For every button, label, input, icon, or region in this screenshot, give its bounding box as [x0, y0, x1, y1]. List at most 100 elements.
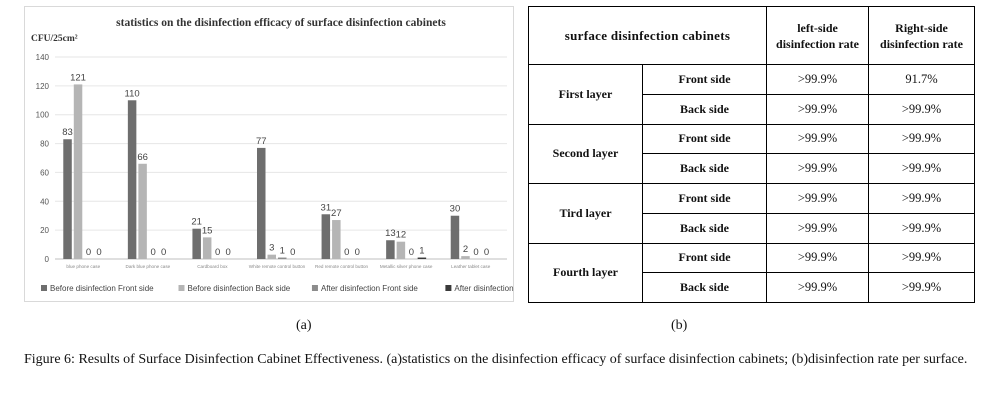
y-tick-label: 40 — [40, 197, 49, 206]
bar — [257, 147, 266, 259]
bar — [417, 257, 427, 259]
header-left-side-rate: left-side disinfection rate — [766, 6, 870, 65]
bar — [450, 215, 460, 259]
data-label: 0 — [484, 247, 489, 258]
bar — [73, 84, 83, 260]
layer-label: Tird layer — [528, 183, 643, 244]
layer-label: First layer — [528, 64, 643, 125]
data-label: 66 — [137, 152, 148, 163]
side-label: Back side — [641, 212, 768, 244]
data-label: 0 — [96, 247, 101, 258]
caption-a: (a) — [296, 318, 312, 333]
side-label: Back side — [641, 93, 768, 125]
data-label: 1 — [419, 246, 424, 257]
bar — [138, 163, 147, 259]
side-label: Back side — [641, 153, 768, 184]
data-label: 15 — [202, 225, 213, 236]
data-label: 1 — [280, 246, 285, 257]
x-tick-label: White remote control button — [249, 264, 306, 269]
figure-caption: Figure 6: Results of Surface Disinfectio… — [24, 352, 968, 367]
y-tick-label: 120 — [36, 82, 50, 91]
right-rate-cell: >99.9% — [868, 123, 976, 155]
side-label: Front side — [641, 183, 768, 214]
left-rate-cell: >99.9% — [766, 272, 870, 303]
data-label: 83 — [62, 127, 73, 138]
data-label: 0 — [473, 247, 478, 258]
y-tick-label: 20 — [40, 226, 49, 235]
bar — [267, 254, 276, 259]
data-label: 121 — [70, 72, 86, 83]
y-tick-label: 80 — [40, 140, 49, 149]
data-label: 0 — [344, 247, 349, 258]
left-rate-cell: >99.9% — [766, 212, 870, 244]
data-label: 12 — [396, 230, 407, 241]
x-tick-label: Dark blue phone case — [126, 264, 171, 269]
data-label: 0 — [161, 247, 166, 258]
bar — [461, 256, 470, 259]
left-rate-cell: >99.9% — [766, 153, 870, 184]
bar — [127, 100, 137, 260]
disinfection-rate-table: surface disinfection cabinets left-side … — [527, 6, 976, 304]
data-label: 27 — [331, 208, 342, 219]
side-label: Back side — [641, 272, 768, 303]
side-label: Front side — [641, 242, 768, 274]
data-label: 110 — [125, 88, 140, 99]
x-tick-label: Red remote control button — [315, 264, 369, 269]
side-label: Front side — [641, 64, 768, 95]
y-tick-label: 140 — [36, 53, 50, 62]
right-rate-cell: >99.9% — [868, 93, 976, 125]
legend-swatch — [311, 285, 318, 291]
data-label: 30 — [450, 204, 461, 215]
right-rate-cell: >99.9% — [868, 272, 976, 303]
x-tick-label: blue phone case — [66, 264, 100, 269]
y-axis-unit-label: CFU/25cm² — [31, 34, 78, 44]
legend-swatch — [445, 285, 452, 291]
x-tick-label: Cardboard box — [197, 264, 228, 269]
bar — [278, 257, 287, 259]
data-label: 0 — [226, 247, 231, 258]
legend-label: Before disinfection Front side — [50, 284, 154, 293]
right-rate-cell: 91.7% — [868, 64, 976, 95]
right-rate-cell: >99.9% — [868, 153, 976, 184]
x-tick-label: Leather tablet case — [451, 264, 491, 269]
data-label: 77 — [256, 136, 267, 147]
left-rate-cell: >99.9% — [766, 183, 870, 214]
side-label: Front side — [641, 123, 768, 155]
header-right-side-rate: Right-side disinfection rate — [868, 6, 976, 65]
y-tick-label: 60 — [40, 168, 49, 177]
bar — [332, 220, 341, 259]
left-rate-cell: >99.9% — [766, 123, 870, 155]
data-label: 0 — [409, 247, 414, 258]
data-label: 0 — [86, 247, 91, 258]
layer-label: Second layer — [528, 123, 643, 184]
caption-b: (b) — [671, 318, 688, 333]
x-tick-label: Metallic silver phone case — [380, 264, 433, 269]
data-label: 2 — [463, 244, 468, 255]
bar — [321, 214, 331, 259]
data-label: 21 — [191, 217, 202, 228]
legend-label: After disinfection Front side — [321, 284, 418, 293]
layer-label: Fourth layer — [528, 242, 643, 303]
y-tick-label: 100 — [36, 111, 50, 120]
legend-label: After disinfection Back side — [454, 284, 515, 293]
data-label: 0 — [355, 247, 360, 258]
legend-swatch — [41, 285, 47, 291]
bar — [386, 240, 395, 259]
bar — [63, 139, 72, 259]
data-label: 13 — [385, 228, 396, 239]
bar-chart: statistics on the disinfection efficacy … — [31, 17, 515, 293]
bar — [396, 241, 406, 259]
bar — [192, 228, 201, 259]
left-rate-cell: >99.9% — [766, 93, 870, 125]
left-rate-cell: >99.9% — [766, 242, 870, 274]
right-rate-cell: >99.9% — [868, 242, 976, 274]
bar — [202, 237, 212, 259]
y-tick-label: 0 — [45, 255, 50, 264]
right-rate-cell: >99.9% — [868, 212, 976, 244]
legend-label: Before disinfection Back side — [188, 284, 291, 293]
chart-title: statistics on the disinfection efficacy … — [116, 17, 446, 29]
data-label: 31 — [321, 202, 332, 213]
data-label: 3 — [269, 243, 274, 254]
left-rate-cell: >99.9% — [766, 64, 870, 95]
data-label: 0 — [150, 247, 155, 258]
